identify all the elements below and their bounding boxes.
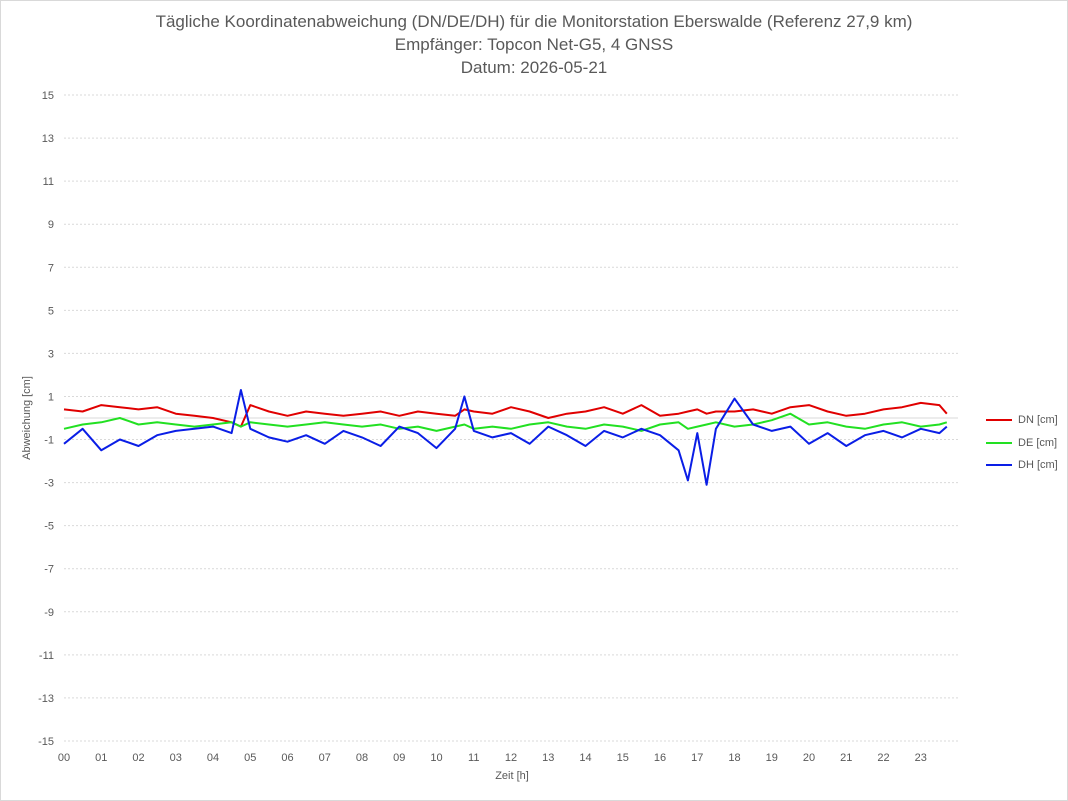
y-tick-label: -9	[44, 607, 54, 619]
y-tick-label: -7	[44, 564, 54, 576]
grid-lines	[64, 94, 958, 742]
x-tick-label: 11	[468, 752, 479, 764]
x-tick-label: 20	[803, 752, 815, 764]
series-line-dn	[63, 401, 948, 428]
y-tick-label: 5	[48, 305, 54, 317]
y-tick-label: 15	[42, 90, 54, 102]
x-tick-label: 13	[542, 752, 554, 764]
x-tick-label: 07	[319, 752, 331, 764]
legend-label-dn: DN [cm]	[1018, 414, 1058, 427]
x-tick-label: 15	[617, 752, 629, 764]
series-line-dh	[63, 389, 948, 486]
y-tick-label: -11	[39, 650, 54, 662]
y-axis-title: Abweichung [cm]	[21, 376, 33, 460]
x-tick-labels: 00 01 02 03 04 05 06 07 08 09 10 11 12 13 14 15 16 17 18 19…	[58, 752, 927, 764]
legend-label-de: DE [cm]	[1018, 436, 1058, 449]
y-tick-label: 13	[42, 133, 54, 145]
title-line-3: Datum: 2026-05-21	[460, 58, 608, 77]
legend-swatch-de	[986, 441, 1012, 444]
y-tick-label: 11	[43, 176, 54, 188]
legend-swatch-dn	[986, 419, 1012, 422]
chart-title: Tägliche Koordinatenabweichung (DN/DE/DH…	[0, 10, 1068, 79]
title-line-2: Empfänger: Topcon Net-G5, 4 GNSS	[394, 35, 674, 54]
legend-item-de: DE [cm]	[986, 432, 1058, 455]
y-tick-label: -15	[38, 736, 54, 748]
y-tick-label: 9	[48, 219, 54, 231]
x-tick-label: 02	[132, 752, 144, 764]
y-tick-labels: 15 13 11 9 7 5 3 1 -1 -3 -5 -7 -9 -11 -13 -15	[38, 90, 54, 748]
series-lines	[63, 389, 948, 486]
y-tick-label: -13	[38, 693, 54, 705]
y-tick-label: 1	[48, 391, 54, 403]
legend-swatch-dh	[986, 464, 1012, 467]
x-tick-label: 00	[58, 752, 70, 764]
y-tick-label: 7	[48, 262, 54, 274]
x-tick-label: 12	[505, 752, 517, 764]
series-line-de	[63, 412, 948, 432]
x-tick-label: 21	[840, 752, 852, 764]
x-tick-label: 05	[244, 752, 256, 764]
x-tick-label: 08	[356, 752, 368, 764]
x-tick-label: 04	[207, 752, 219, 764]
legend: DN [cm] DE [cm] DH [cm]	[986, 409, 1058, 477]
y-tick-label: -1	[44, 435, 54, 447]
x-tick-label: 16	[654, 752, 666, 764]
x-tick-label: 09	[393, 752, 405, 764]
x-tick-label: 19	[766, 752, 778, 764]
x-tick-label: 03	[170, 752, 182, 764]
x-tick-label: 23	[915, 752, 927, 764]
x-tick-label: 18	[728, 752, 740, 764]
y-tick-label: 3	[48, 348, 54, 360]
x-tick-label: 06	[281, 752, 293, 764]
x-tick-label: 22	[877, 752, 889, 764]
legend-item-dn: DN [cm]	[986, 409, 1058, 432]
legend-item-dh: DH [cm]	[986, 454, 1058, 477]
title-line-1: Tägliche Koordinatenabweichung (DN/DE/DH…	[155, 12, 913, 31]
y-tick-label: -5	[44, 521, 54, 533]
legend-label-dh: DH [cm]	[1018, 459, 1058, 472]
x-tick-label: 10	[430, 752, 442, 764]
x-axis-title: Zeit [h]	[495, 770, 529, 782]
x-tick-label: 14	[579, 752, 591, 764]
y-tick-label: -3	[44, 478, 54, 490]
x-tick-label: 01	[95, 752, 107, 764]
x-tick-label: 17	[691, 752, 703, 764]
